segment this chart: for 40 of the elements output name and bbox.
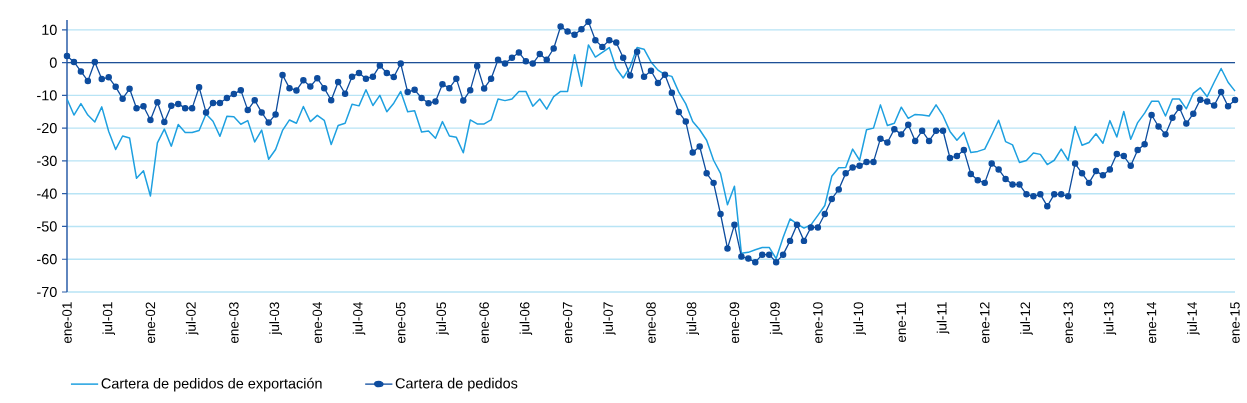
x-tick-label: ene-09 <box>729 302 740 343</box>
legend-label: Cartera de pedidos de exportación <box>101 377 322 392</box>
x-tick-label: jul-13 <box>1103 302 1117 335</box>
x-tick-label: ene-14 <box>1146 302 1157 343</box>
x-tick-label: ene-15 <box>1230 302 1240 343</box>
x-tick-label: ene-07 <box>562 302 573 343</box>
x-tick-label: ene-12 <box>979 302 990 343</box>
x-tick-label: ene-11 <box>896 302 906 342</box>
x-tick-label: ene-04 <box>312 302 323 343</box>
x-tick-label: ene-08 <box>646 302 656 343</box>
y-tick-label: -60 <box>37 254 57 265</box>
x-tick-label: jul-04 <box>352 302 366 335</box>
x-tick-label: ene-13 <box>1063 302 1073 343</box>
y-tick-label: 10 <box>42 24 57 35</box>
y-tick-label: -20 <box>37 123 57 134</box>
x-tick-label: ene-03 <box>229 302 239 343</box>
x-tick-label: jul-02 <box>185 302 199 335</box>
x-tick-label: jul-12 <box>1020 302 1033 335</box>
x-tick-label: jul-06 <box>519 302 533 335</box>
x-tick-label: jul-09 <box>769 302 783 335</box>
x-tick-label: ene-10 <box>813 302 823 343</box>
x-tick-label: ene-02 <box>145 302 156 343</box>
x-tick-label: jul-01 <box>102 302 115 335</box>
y-tick-label: -50 <box>37 221 57 232</box>
x-tick-label: ene-06 <box>479 302 489 343</box>
y-tick-label: -30 <box>37 155 57 167</box>
x-tick-label: jul-14 <box>1187 302 1200 335</box>
y-tick-label: -40 <box>37 188 57 199</box>
y-tick-label: -70 <box>37 286 57 298</box>
x-tick-label: jul-05 <box>436 302 449 335</box>
x-tick-label: ene-05 <box>395 302 406 343</box>
x-tick-label: jul-08 <box>686 302 699 335</box>
x-tick-label: jul-11 <box>936 302 950 334</box>
x-tick-label: jul-03 <box>269 302 282 335</box>
x-tick-label: ene-01 <box>62 302 72 343</box>
legend-label: Cartera de pedidos <box>395 377 518 392</box>
y-tick-label: -10 <box>37 90 57 101</box>
x-tick-label: jul-10 <box>853 302 866 335</box>
y-tick-label: 0 <box>49 57 57 68</box>
x-tick-label: jul-07 <box>603 302 616 335</box>
